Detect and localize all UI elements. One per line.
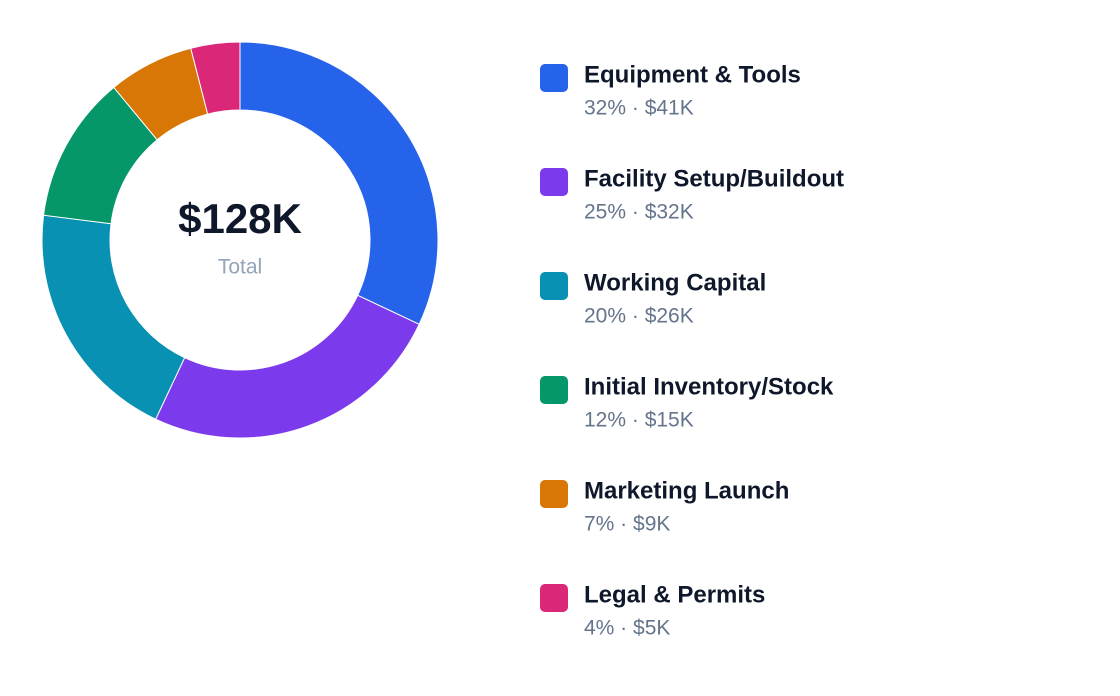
legend-label: Equipment & Tools (584, 61, 801, 88)
legend-swatch (540, 272, 568, 300)
donut-segment (190, 41, 241, 115)
legend-swatch (540, 376, 568, 404)
donut-segment (155, 294, 420, 439)
donut-segment (239, 41, 439, 325)
legend-swatch (540, 480, 568, 508)
center-caption: Total (218, 256, 262, 279)
center-value: $128K (178, 195, 302, 242)
legend-label: Legal & Permits (584, 581, 765, 608)
legend-label: Facility Setup/Buildout (584, 165, 844, 192)
legend-value: 7% · $9K (584, 513, 670, 536)
legend-swatch (540, 584, 568, 612)
legend-swatch (540, 64, 568, 92)
legend-value: 25% · $32K (584, 201, 694, 224)
legend-value: 4% · $5K (584, 617, 670, 640)
legend-value: 20% · $26K (584, 305, 694, 328)
legend-label: Marketing Launch (584, 477, 789, 504)
legend-label: Initial Inventory/Stock (584, 373, 834, 400)
donut-segment (41, 214, 186, 420)
legend-value: 32% · $41K (584, 97, 694, 120)
legend-label: Working Capital (584, 269, 766, 296)
legend-value: 12% · $15K (584, 409, 694, 432)
legend-swatch (540, 168, 568, 196)
